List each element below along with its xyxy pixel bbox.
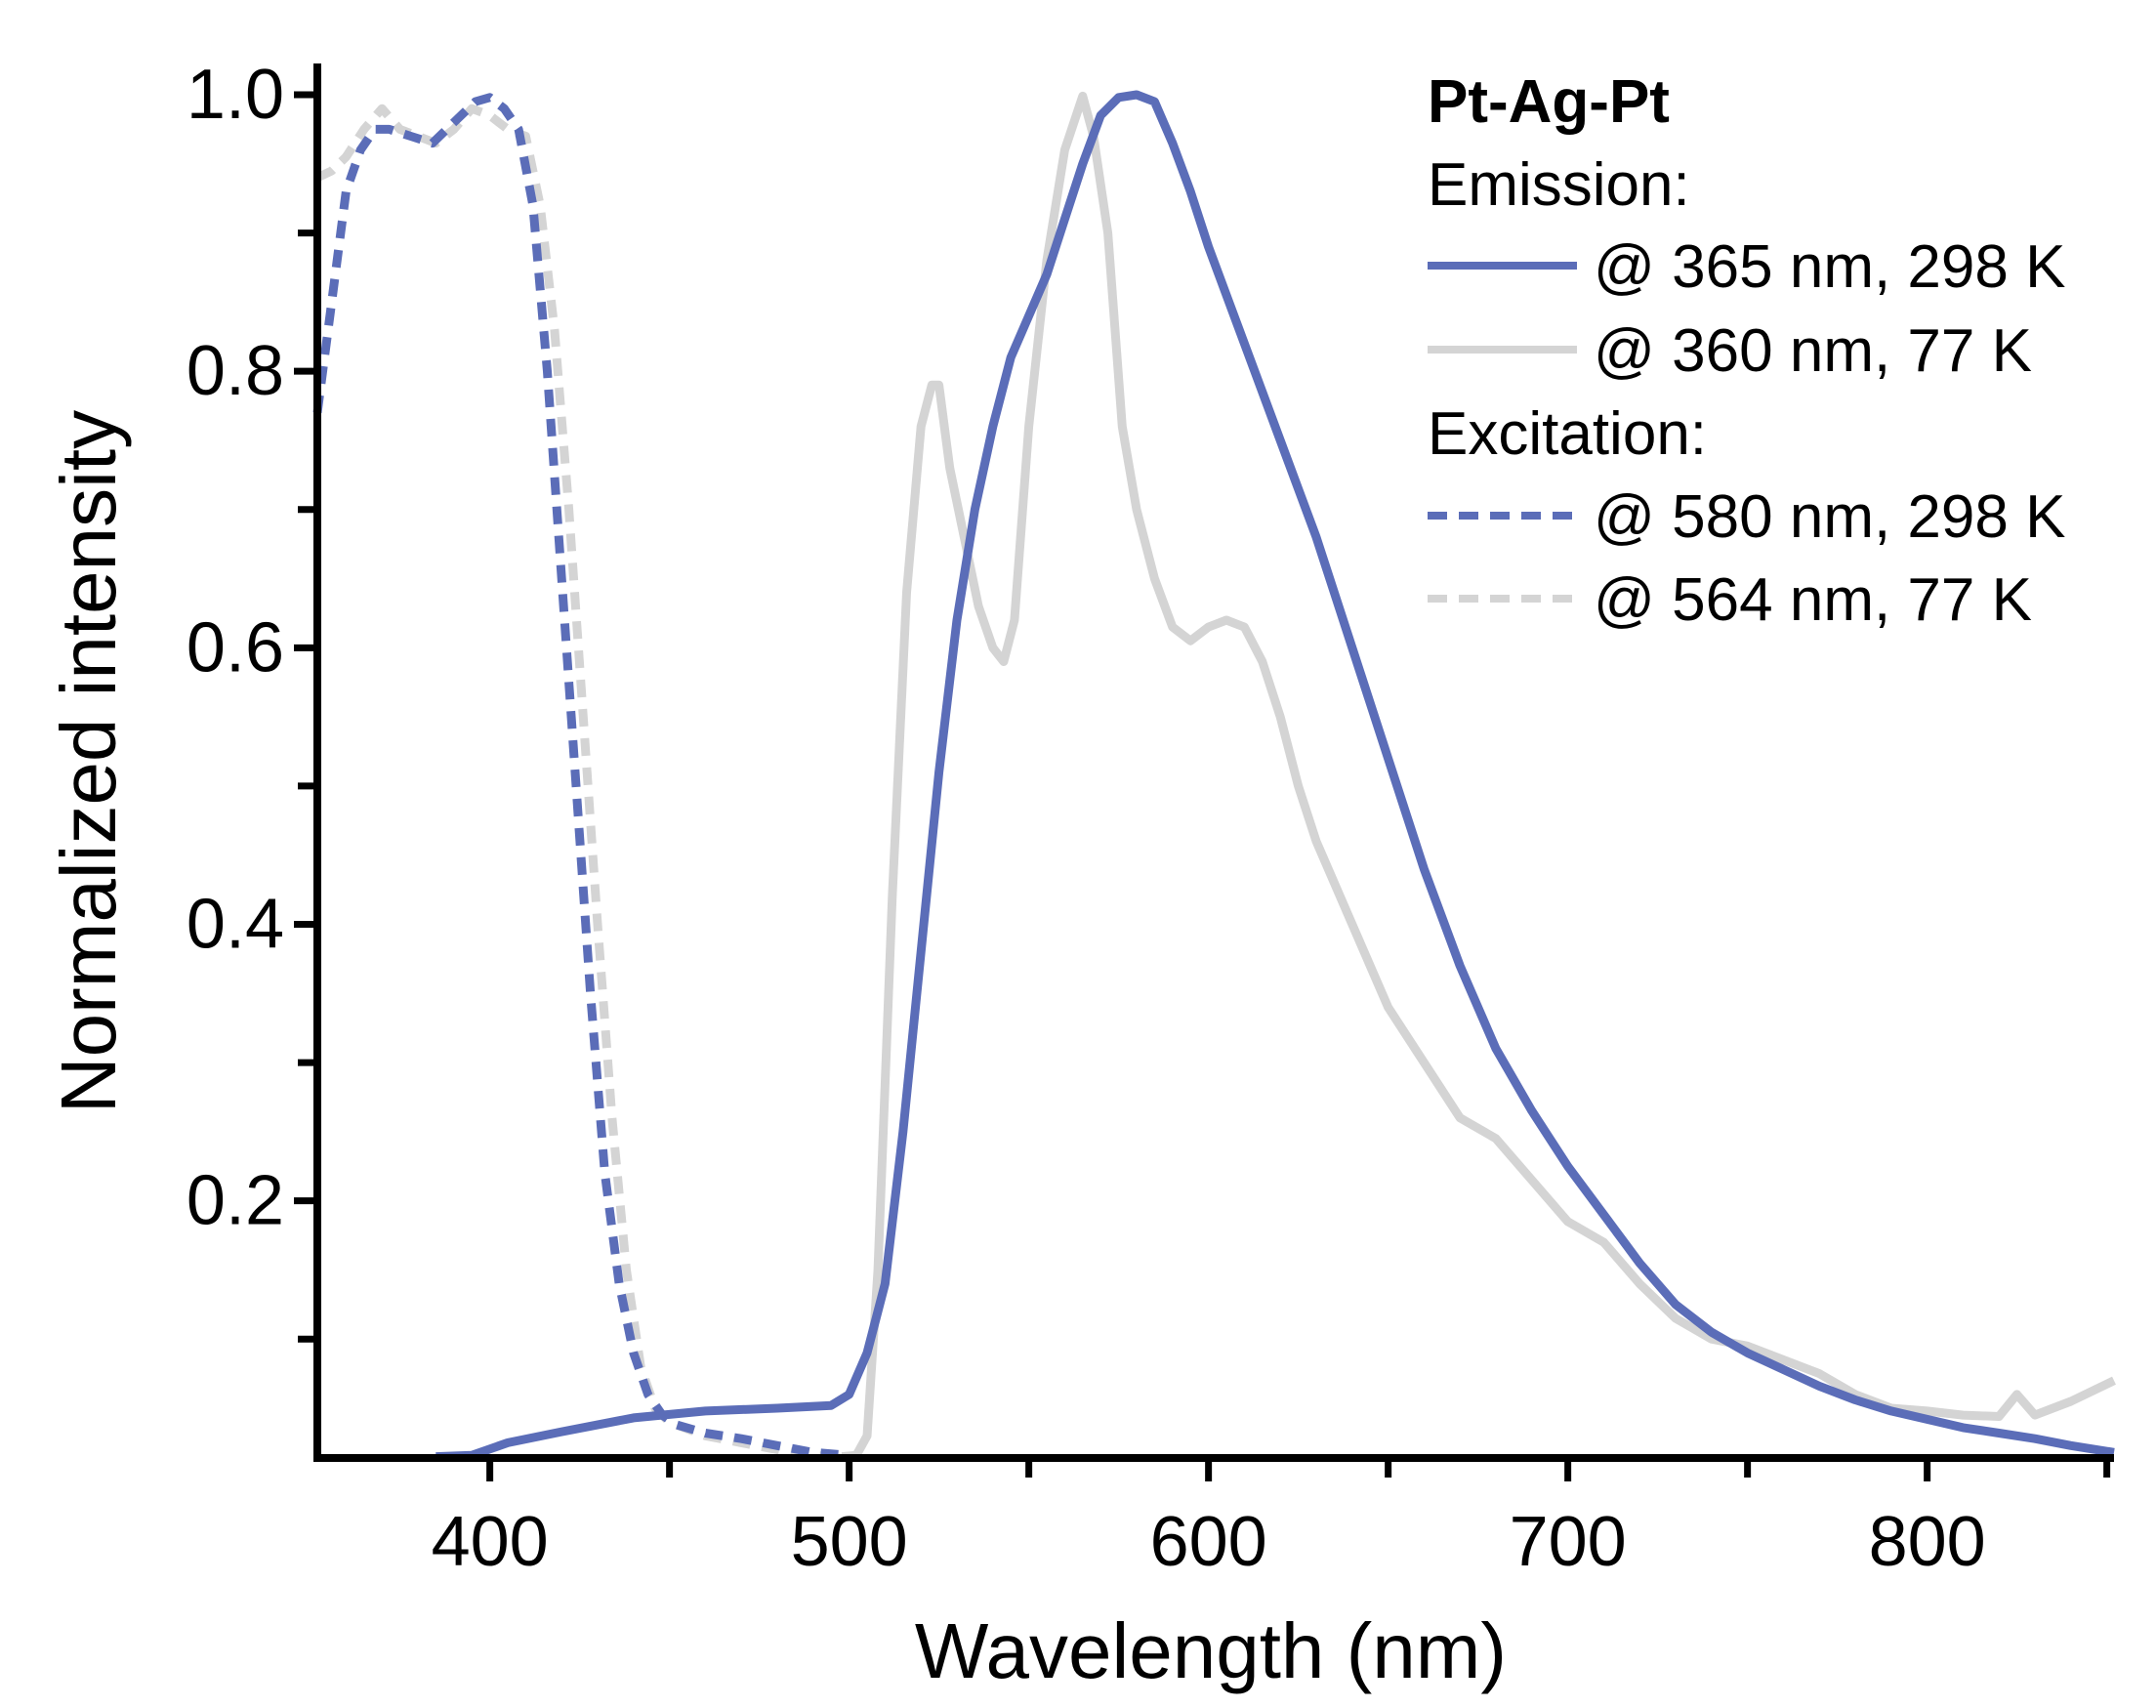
series-line-2 (312, 93, 850, 1460)
y-tick-label: 0.6 (187, 608, 284, 687)
series-layer (312, 90, 2116, 1463)
y-tick-label: 0.4 (187, 885, 284, 963)
series-line-0 (435, 90, 2115, 1462)
legend-label-emission-77k: @ 360 nm, 77 K (1594, 317, 2032, 385)
x-tick-label: 800 (1869, 1503, 1986, 1581)
axes-layer (313, 63, 2114, 1462)
series-line-3 (315, 104, 850, 1463)
legend-group-emission: Emission: (1428, 151, 1690, 219)
y-tick-label: 0.8 (187, 332, 284, 410)
legend-label-emission-298k: @ 365 nm, 298 K (1594, 233, 2065, 301)
series-line-1 (841, 91, 2116, 1462)
y-axis-title: Normalized intensity (45, 410, 132, 1113)
x-tick-label: 400 (432, 1503, 549, 1581)
y-tick-label: 0.2 (187, 1162, 284, 1240)
x-tick-label: 700 (1510, 1503, 1627, 1581)
legend-label-excitation-298k: @ 580 nm, 298 K (1594, 483, 2065, 551)
legend-title: Pt-Ag-Pt (1428, 68, 1670, 136)
ticks-layer: 400 500 600 700 800 0.2 0.4 0.6 0.8 1.0 (187, 56, 2111, 1581)
y-tick-label: 1.0 (187, 56, 284, 134)
x-tick-label: 500 (791, 1503, 908, 1581)
legend: Pt-Ag-Pt Emission: @ 365 nm, 298 K @ 360… (1428, 68, 2065, 634)
legend-label-excitation-77k: @ 564 nm, 77 K (1594, 566, 2032, 634)
x-axis-title: Wavelength (nm) (915, 1607, 1507, 1694)
legend-group-excitation: Excitation: (1428, 400, 1707, 468)
x-tick-label: 600 (1150, 1503, 1267, 1581)
